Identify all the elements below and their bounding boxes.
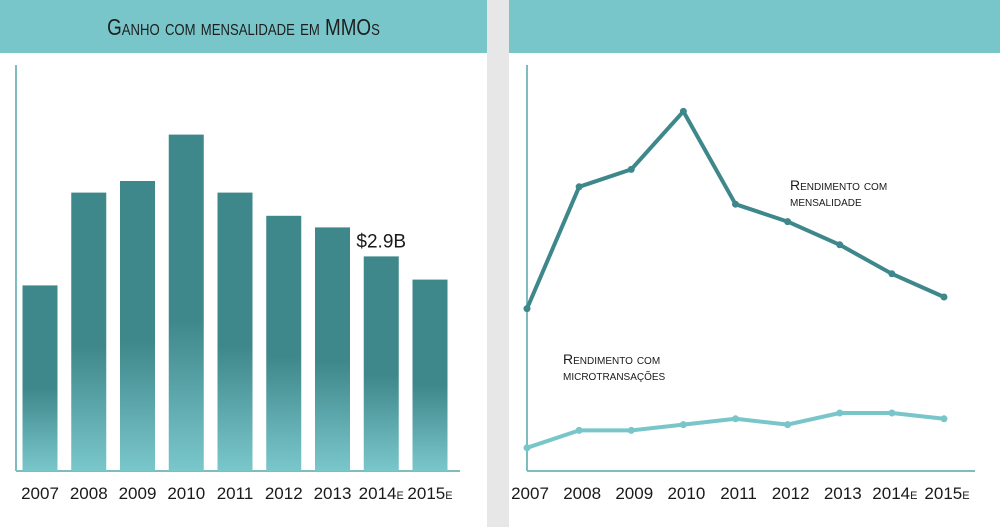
x-tick-2012: 2012 bbox=[265, 484, 303, 503]
x-tick-2015: 2015E bbox=[407, 484, 452, 503]
point-microtransactions-2013 bbox=[836, 409, 844, 417]
point-microtransactions-2008 bbox=[575, 426, 583, 434]
x-tick-2009: 2009 bbox=[615, 484, 653, 503]
x-tick-2009: 2009 bbox=[119, 484, 157, 503]
x-tick-2015: 2015E bbox=[924, 484, 969, 503]
bar-2008 bbox=[71, 192, 107, 471]
x-tick-2011: 2011 bbox=[720, 484, 757, 503]
point-microtransactions-2014 bbox=[888, 409, 896, 417]
x-tick-2008: 2008 bbox=[70, 484, 108, 503]
panel-divider bbox=[487, 0, 509, 527]
x-tick-2013: 2013 bbox=[314, 484, 352, 503]
point-microtransactions-2010 bbox=[679, 421, 687, 429]
series-label-subscription: Rendimento com mensalidade bbox=[790, 177, 887, 209]
x-tick-2007: 2007 bbox=[21, 484, 59, 503]
point-microtransactions-2015 bbox=[940, 415, 948, 423]
bar-2011 bbox=[217, 192, 253, 471]
point-subscription-2007 bbox=[523, 305, 531, 313]
bar-2015 bbox=[412, 279, 448, 471]
left-panel-header: Ganho com mensalidade em MMOs bbox=[0, 0, 487, 53]
x-tick-2014: 2014E bbox=[872, 484, 917, 503]
series-label-microtransactions: Rendimento com microtransações bbox=[563, 351, 666, 383]
value-label-2014: $2.9B bbox=[356, 231, 406, 252]
x-tick-2008: 2008 bbox=[563, 484, 601, 503]
point-microtransactions-2007 bbox=[523, 444, 531, 452]
point-microtransactions-2012 bbox=[784, 421, 792, 429]
point-subscription-2010 bbox=[679, 107, 687, 115]
point-subscription-2015 bbox=[940, 293, 948, 301]
x-tick-2013: 2013 bbox=[824, 484, 862, 503]
bar-2012 bbox=[266, 215, 302, 471]
x-tick-2010: 2010 bbox=[167, 484, 205, 503]
point-subscription-2011 bbox=[732, 200, 739, 208]
bar-2010 bbox=[168, 134, 204, 471]
point-microtransactions-2009 bbox=[627, 426, 635, 434]
series-line-subscription bbox=[525, 109, 946, 311]
x-tick-2011: 2011 bbox=[217, 484, 254, 503]
bar-2014 bbox=[363, 256, 399, 471]
point-microtransactions-2011 bbox=[732, 415, 739, 423]
bar-chart: 2007 2008 2009 2010 2011 2012 2013 2014E 2015E $2… bbox=[15, 65, 460, 503]
bar-2007 bbox=[22, 285, 58, 471]
point-subscription-2009 bbox=[627, 165, 635, 173]
line-chart: 2007 2008 2009 2010 2011 2012 2013 2014E 2015E Re… bbox=[511, 65, 975, 503]
x-tick-2007: 2007 bbox=[511, 484, 549, 503]
bar-2009 bbox=[120, 181, 155, 471]
point-subscription-2008 bbox=[575, 183, 583, 191]
x-tick-2010: 2010 bbox=[667, 484, 705, 503]
point-subscription-2012 bbox=[784, 218, 792, 226]
point-subscription-2013 bbox=[836, 241, 844, 249]
x-tick-2014: 2014E bbox=[359, 484, 404, 503]
left-panel-title: Ganho com mensalidade em MMOs bbox=[107, 14, 380, 40]
x-tick-2012: 2012 bbox=[772, 484, 810, 503]
bar-2013 bbox=[315, 227, 350, 471]
point-subscription-2014 bbox=[888, 270, 896, 278]
right-panel-header bbox=[509, 0, 1000, 53]
